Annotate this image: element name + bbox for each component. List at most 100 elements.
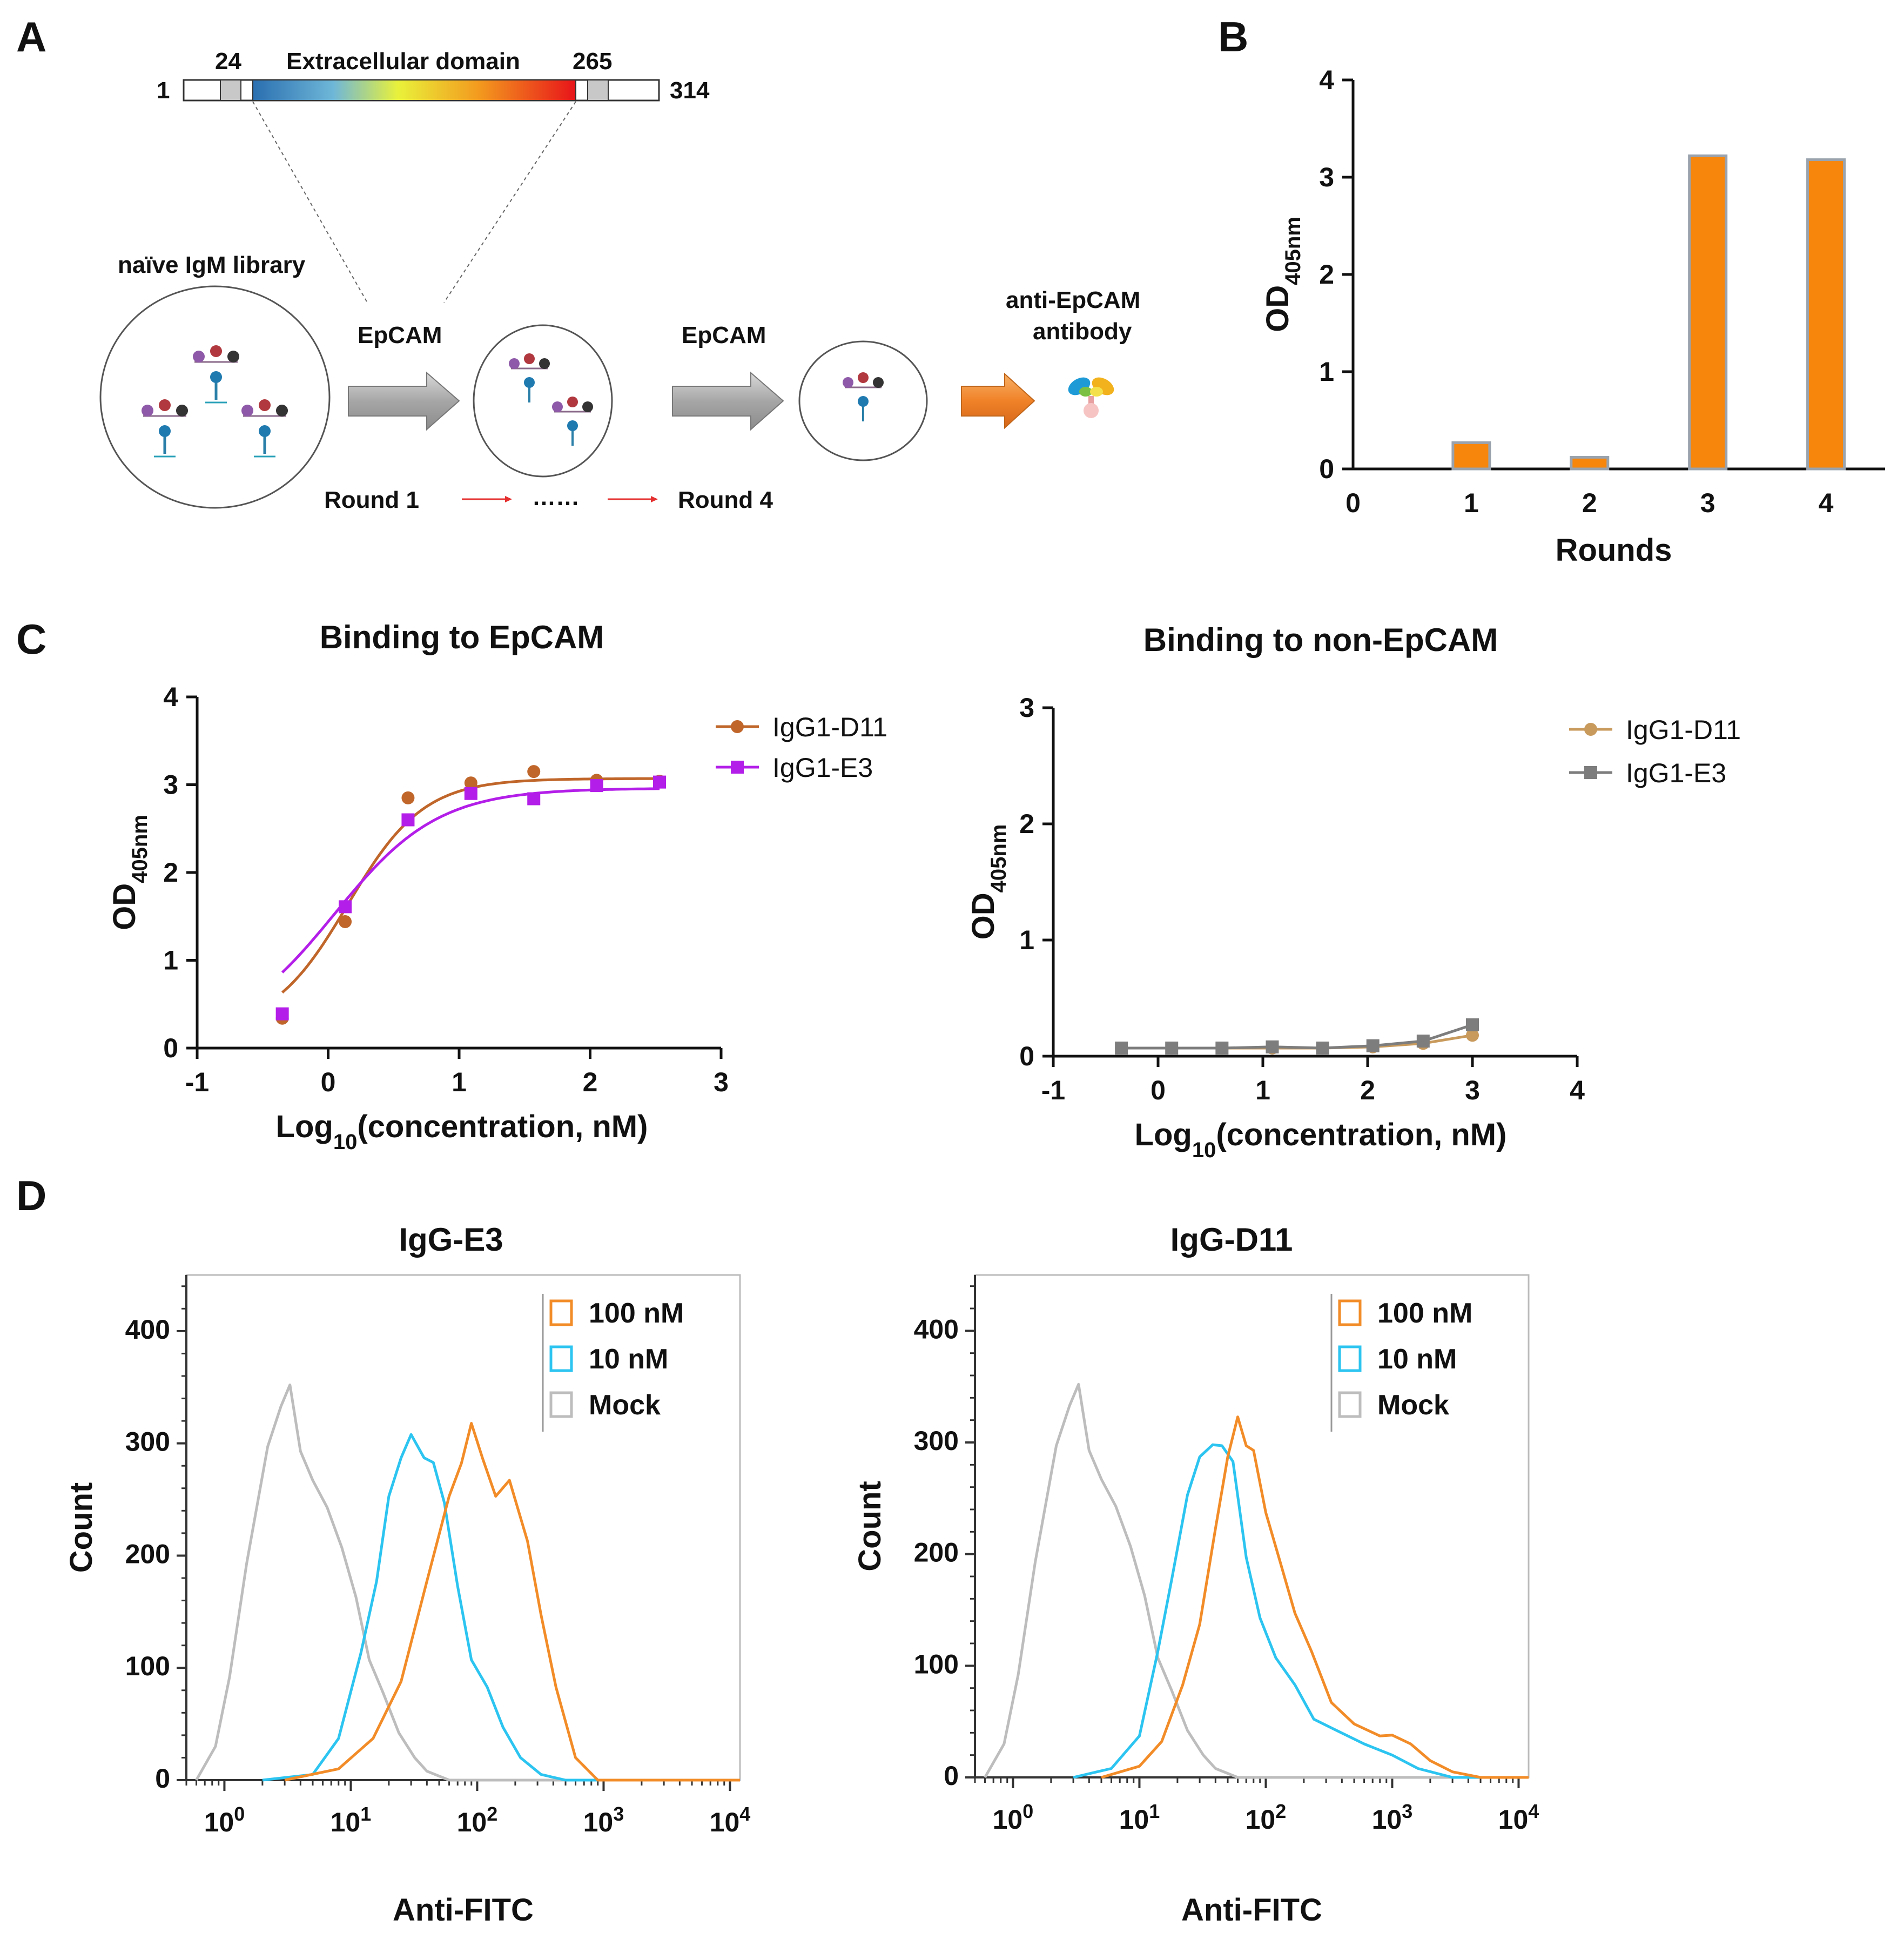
d1-y-tick-label: 0 [155,1763,170,1794]
d1-legend-label: Mock [589,1390,661,1421]
d2-legend-swatch [1338,1345,1362,1372]
d1-histogram-10-nM [262,1433,740,1782]
d1-title: IgG-E3 [399,1221,503,1258]
d2-y-tick-label: 400 [914,1314,959,1344]
d1-x-tick-label: 103 [583,1803,624,1838]
b-y-tick-label: 1 [1319,357,1334,387]
d2-histogram-10-nM [1073,1443,1529,1779]
seq-position-24: 24 [215,48,241,75]
c1-point-IgG1-E3 [590,779,603,793]
round-dots: …… [532,484,580,511]
selection-arrow-2 [672,371,784,431]
b-x-axis-title: Rounds [1556,533,1672,568]
c1-point-IgG1-D11 [527,765,541,778]
c-right-title: Binding to non-EpCAM [1143,622,1498,658]
c2-x-axis-title: Log10(concentration, nM) [1135,1117,1507,1162]
c2-x-tick-label: 4 [1570,1075,1585,1105]
d1-y-tick-label: 300 [125,1427,170,1457]
c2-point-IgG1-E3 [1215,1041,1229,1055]
d1-y-tick-label: 400 [125,1314,170,1345]
arrow-2-label: EpCAM [682,322,766,348]
arrow-1-label: EpCAM [358,322,442,348]
d2-legend-label: 100 nM [1377,1298,1472,1329]
round-arrowhead-1 [505,496,512,502]
c2-point-IgG1-E3 [1316,1041,1329,1055]
b-x-tick-label: 2 [1582,488,1597,518]
b-y-tick-label: 3 [1319,162,1334,192]
c2-point-IgG1-D11 [1466,1029,1479,1042]
d1-histogram-Mock [195,1383,740,1782]
c-left-title: Binding to EpCAM [320,619,604,655]
selection-arrow-1 [348,371,460,431]
b-bar-round-2 [1570,455,1610,471]
d2-x-tick-label: 101 [1119,1800,1160,1835]
c2-y-tick-label: 2 [1019,809,1034,839]
b-x-tick-label: 0 [1345,488,1361,518]
d1-x-tick-label: 101 [331,1803,372,1838]
enriched-pool-circle [473,324,613,478]
c1-legend-label: IgG1-E3 [772,753,873,783]
c2-legend-label: IgG1-E3 [1626,758,1726,788]
c2-legend-marker [1584,766,1597,779]
c1-y-tick-label: 3 [163,770,178,800]
c1-x-tick-label: 3 [714,1067,729,1097]
chart-d-flow-igg-e3: IgG-E3 0 100 200 300 400 100 101 102 103 104 100 nM… [64,1221,750,1928]
panel-label-b: B [1218,13,1248,61]
d2-x-tick-label: 104 [1498,1800,1539,1835]
seq-position-265: 265 [573,48,612,75]
d2-histogram-Mock [984,1382,1529,1779]
d1-y-tick-label: 200 [125,1539,170,1569]
d2-x-tick-label: 100 [993,1800,1034,1835]
b-x-tick-label: 1 [1464,488,1479,518]
phage-cluster-large [142,345,288,458]
round-arrowhead-2 [651,496,658,502]
d2-x-tick-label: 103 [1372,1800,1413,1835]
d1-legend-swatch [549,1299,573,1326]
c1-y-tick-label: 0 [163,1033,178,1063]
product-label-line2: antibody [1033,318,1132,345]
d2-y-tick-label: 100 [914,1649,959,1679]
d2-x-tick-label: 102 [1246,1800,1287,1835]
c2-y-tick-label: 3 [1019,693,1034,723]
d1-y-tick-label: 100 [125,1651,170,1681]
c2-x-tick-label: -1 [1041,1075,1065,1105]
b-bar-round-4 [1806,158,1846,471]
c2-point-IgG1-E3 [1115,1041,1128,1055]
c2-point-IgG1-E3 [1366,1039,1380,1052]
panel-label-a: A [16,13,46,61]
d2-legend-swatch [1338,1299,1362,1326]
c1-fit-curve-IgG1-E3 [281,787,660,974]
c1-x-tick-label: 1 [452,1067,467,1097]
c1-point-IgG1-E3 [401,813,415,827]
antibody-icon [1068,377,1114,418]
c2-line-IgG1-E3 [1121,1023,1473,1050]
c1-point-IgG1-D11 [401,791,415,804]
c2-legend-marker [1584,723,1597,736]
b-y-axis-title: OD405nm [1260,217,1305,332]
extracellular-domain-label: Extracellular domain [286,48,520,75]
b-y-tick-label: 2 [1319,259,1334,290]
c2-x-tick-label: 1 [1255,1075,1270,1105]
chart-d-flow-igg-d11: IgG-D11 0 100 200 300 400 100 101 102 103 104 100 n… [852,1221,1539,1928]
c1-legend-marker [731,761,744,774]
c2-point-IgG1-E3 [1266,1040,1279,1053]
c2-legend-label: IgG1-D11 [1626,715,1741,745]
c2-x-tick-label: 2 [1360,1075,1375,1105]
c2-y-tick-label: 0 [1019,1041,1034,1071]
panel-label-c: C [16,615,46,663]
b-x-tick-label: 4 [1819,488,1834,518]
c1-legend-label: IgG1-D11 [772,712,887,742]
c2-point-IgG1-E3 [1466,1018,1479,1031]
d2-legend-swatch [1338,1391,1362,1418]
d2-histogram-100-nM [1101,1415,1529,1779]
d2-legend-label: 10 nM [1377,1344,1457,1375]
round-end-label: Round 4 [678,487,773,513]
product-arrow [961,372,1035,429]
b-y-tick-label: 4 [1319,65,1334,95]
d1-x-tick-label: 104 [710,1803,751,1838]
d1-x-axis-title: Anti-FITC [393,1892,534,1928]
d2-legend-label: Mock [1377,1390,1449,1421]
